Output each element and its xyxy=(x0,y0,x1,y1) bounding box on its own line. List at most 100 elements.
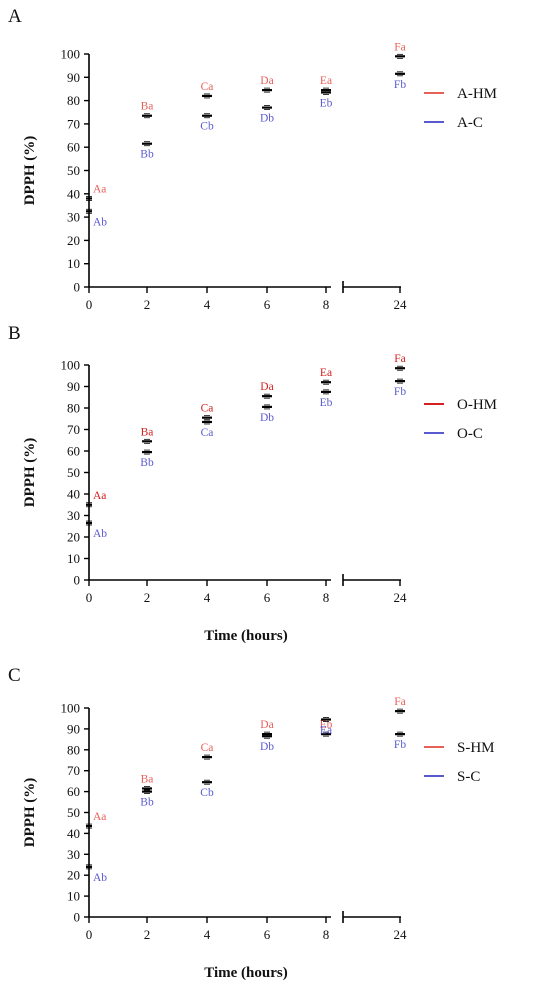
panel-letter: C xyxy=(8,665,21,686)
data-label-A-HM: Ba xyxy=(141,101,154,113)
x-axis-title: Time (hours) xyxy=(204,965,287,981)
data-label-O-HM: Fa xyxy=(394,353,406,365)
y-tick-label: 10 xyxy=(67,889,80,904)
data-label-O-C: Ab xyxy=(93,528,107,540)
data-label-O-C: Ca xyxy=(201,427,214,439)
x-tick-label: 6 xyxy=(264,297,271,312)
y-tick-label: 40 xyxy=(67,826,80,841)
x-tick-label: 4 xyxy=(204,927,211,942)
x-tick-label: 0 xyxy=(86,590,93,605)
data-label-O-C: Eb xyxy=(320,397,333,409)
data-label-O-C: Fb xyxy=(394,386,406,398)
data-label-O-HM: Ba xyxy=(141,426,154,438)
y-tick-label: 30 xyxy=(67,508,80,523)
data-label-S-C: Db xyxy=(260,741,274,753)
x-tick-label: 6 xyxy=(264,927,271,942)
data-label-O-HM: Aa xyxy=(93,490,106,502)
y-tick-label: 10 xyxy=(67,256,80,271)
y-axis-title: DPPH (%) xyxy=(22,438,38,508)
legend-label-A-HM: A-HM xyxy=(457,86,497,102)
y-tick-label: 20 xyxy=(67,530,80,545)
legend-label-O-HM: O-HM xyxy=(457,397,497,413)
y-tick-label: 50 xyxy=(67,465,80,480)
legend-label-S-C: S-C xyxy=(457,769,480,785)
y-tick-label: 50 xyxy=(67,163,80,178)
y-tick-label: 20 xyxy=(67,868,80,883)
y-tick-label: 30 xyxy=(67,847,80,862)
data-label-S-HM: Ba xyxy=(141,773,154,785)
legend-label-A-C: A-C xyxy=(457,115,483,131)
data-label-A-HM: Aa xyxy=(93,183,106,195)
y-axis-title: DPPH (%) xyxy=(22,136,38,206)
data-label-S-C: Ab xyxy=(93,872,107,884)
x-tick-label: 4 xyxy=(204,590,211,605)
y-tick-label: 40 xyxy=(67,487,80,502)
data-label-S-C: Fb xyxy=(394,739,406,751)
data-label-S-C: Cb xyxy=(200,787,214,799)
y-tick-label: 0 xyxy=(74,573,81,588)
x-tick-label: 24 xyxy=(394,590,408,605)
data-label-A-HM: Ca xyxy=(201,81,214,93)
data-label-A-C: Bb xyxy=(140,149,154,161)
y-tick-label: 90 xyxy=(67,721,80,736)
y-tick-label: 80 xyxy=(67,742,80,757)
y-tick-label: 100 xyxy=(61,47,81,62)
y-tick-label: 10 xyxy=(67,551,80,566)
x-tick-label: 2 xyxy=(144,590,151,605)
y-tick-label: 70 xyxy=(67,422,80,437)
x-tick-label: 24 xyxy=(394,927,408,942)
y-tick-label: 0 xyxy=(74,280,81,295)
y-tick-label: 60 xyxy=(67,784,80,799)
panel-letter: B xyxy=(8,323,21,344)
data-label-A-HM: Fa xyxy=(394,41,406,53)
x-tick-label: 8 xyxy=(323,927,330,942)
data-label-O-C: Bb xyxy=(140,457,154,469)
y-tick-label: 90 xyxy=(67,379,80,394)
y-tick-label: 100 xyxy=(61,701,81,716)
data-label-A-C: Fb xyxy=(394,79,406,91)
data-label-O-HM: Ca xyxy=(201,403,214,415)
x-tick-label: 2 xyxy=(144,927,151,942)
y-tick-label: 80 xyxy=(67,401,80,416)
data-label-S-C: Bb xyxy=(140,797,154,809)
y-tick-label: 70 xyxy=(67,116,80,131)
y-tick-label: 30 xyxy=(67,210,80,225)
x-axis-title: Time (hours) xyxy=(204,628,287,644)
x-tick-label: 2 xyxy=(144,297,151,312)
x-tick-label: 8 xyxy=(323,590,330,605)
data-label-A-C: Ab xyxy=(93,216,107,228)
y-axis-title: DPPH (%) xyxy=(22,778,38,848)
data-label-A-HM: Da xyxy=(260,75,273,87)
data-label-S-HM: Fa xyxy=(394,696,406,708)
x-tick-label: 4 xyxy=(204,297,211,312)
y-tick-label: 60 xyxy=(67,140,80,155)
y-tick-label: 20 xyxy=(67,233,80,248)
data-label-A-C: Cb xyxy=(200,121,214,133)
data-label-A-C: Db xyxy=(260,113,274,125)
data-label-S-HM: Aa xyxy=(93,811,106,823)
data-label-O-C: Db xyxy=(260,412,274,424)
data-label-S-HM: Eb xyxy=(320,719,333,731)
x-tick-label: 0 xyxy=(86,297,93,312)
x-tick-label: 8 xyxy=(323,297,330,312)
y-tick-label: 0 xyxy=(74,910,81,925)
data-label-S-C: Ea xyxy=(320,724,332,736)
y-tick-label: 80 xyxy=(67,93,80,108)
data-label-A-C: Eb xyxy=(320,97,333,109)
x-tick-label: 24 xyxy=(394,297,408,312)
data-label-O-HM: Ea xyxy=(320,367,332,379)
legend-label-O-C: O-C xyxy=(457,426,483,442)
legend-label-S-HM: S-HM xyxy=(457,740,495,756)
x-tick-label: 6 xyxy=(264,590,271,605)
data-label-S-HM: Da xyxy=(260,719,273,731)
data-label-S-HM: Ca xyxy=(201,742,214,754)
panel-letter: A xyxy=(8,6,22,27)
data-label-A-HM: Ea xyxy=(320,75,332,87)
y-tick-label: 70 xyxy=(67,763,80,778)
y-tick-label: 40 xyxy=(67,186,80,201)
x-tick-label: 0 xyxy=(86,927,93,942)
